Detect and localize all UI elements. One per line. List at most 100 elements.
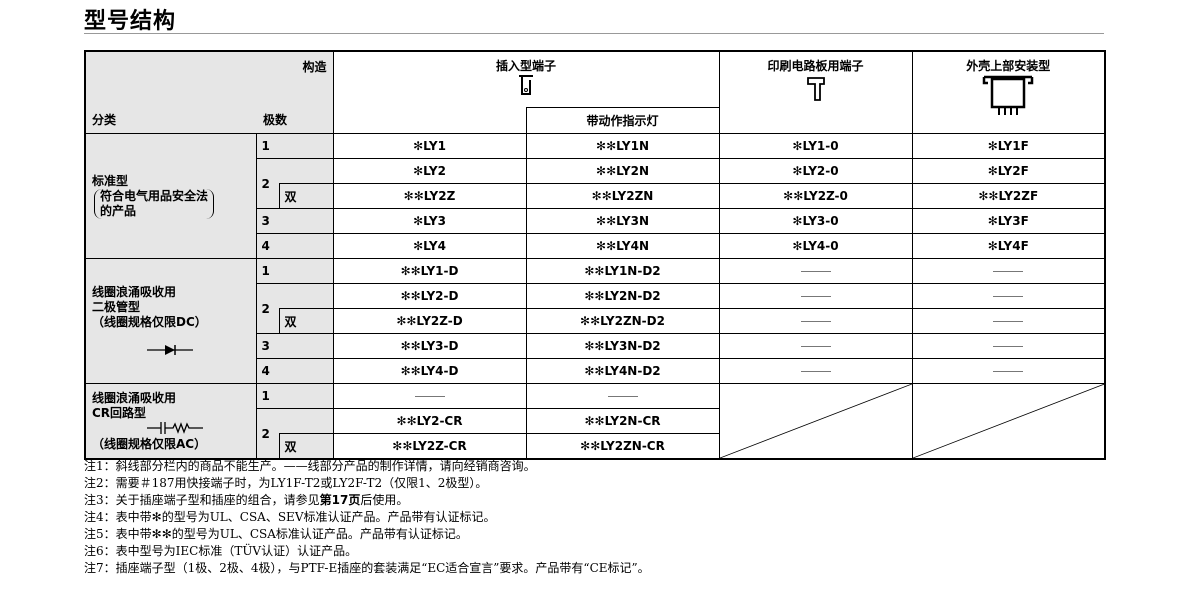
- model-cell: ✻✻LY3N: [525, 208, 720, 234]
- page-title: 型号结构: [84, 9, 177, 34]
- table-row: 4 ✻✻LY4-D ✻✻LY4N-D2: [85, 358, 1106, 384]
- model-cell: ✻✻LY2ZN-CR: [525, 433, 720, 460]
- model-number: ✻✻LY2ZN-CR: [580, 439, 665, 453]
- header-top-mount-label: 外壳上部安装型: [966, 59, 1051, 73]
- model-structure-table: 构造 分类 极数 插入型端子 印刷电路板用端子 外壳上部安装型 带动作指示灯 标…: [84, 50, 1107, 460]
- title-divider: [84, 33, 1104, 34]
- diode-icon: [92, 344, 256, 358]
- pole-sub-cell: 双: [278, 433, 334, 460]
- model-cell: [911, 258, 1106, 284]
- model-number: ✻LY3F: [987, 214, 1029, 228]
- model-number: ✻✻LY3N-D2: [584, 339, 661, 353]
- model-cell: ✻LY3-0: [718, 208, 913, 234]
- model-cell: [718, 308, 913, 334]
- model-cell: ✻LY1: [332, 133, 527, 159]
- model-cell: ✻✻LY2ZN-D2: [525, 308, 720, 334]
- model-cell: ✻✻LY1N-D2: [525, 258, 720, 284]
- model-cell: ✻✻LY2ZF: [911, 183, 1106, 209]
- category-name: 线圈浪涌吸收用: [92, 390, 177, 405]
- category-subtitle: 符合电气用品安全法 的产品: [94, 188, 215, 219]
- model-number: ✻✻LY2ZN-D2: [580, 314, 665, 328]
- dash-placeholder: [800, 271, 831, 272]
- model-number: ✻LY2-0: [792, 164, 839, 178]
- model-cell: ✻✻LY2N-CR: [525, 408, 720, 434]
- category-name: 标准型: [92, 173, 129, 188]
- model-cell: [718, 358, 913, 384]
- model-number: ✻LY1-0: [792, 139, 839, 153]
- pole-cell: 1: [255, 258, 334, 284]
- header-plugin-blank: [332, 107, 527, 134]
- model-number: ✻✻LY1N: [596, 139, 649, 153]
- model-number: ✻✻LY2Z-D: [396, 314, 463, 328]
- dash-placeholder: [800, 371, 831, 372]
- model-number: ✻✻LY2-CR: [396, 414, 463, 428]
- model-cell: [911, 283, 1106, 309]
- pole-cell: 2: [255, 408, 279, 460]
- notes: 注1：斜线部分栏内的商品不能生产。——线部分产品的制作详情，请向经销商咨询。 注2…: [84, 458, 650, 577]
- pole-sub-blank: [279, 408, 334, 434]
- cr-circuit-icon: [92, 421, 256, 437]
- header-indicator: 带动作指示灯: [525, 107, 720, 134]
- model-cell: ✻✻LY3-D: [332, 333, 527, 359]
- model-cell: ✻✻LY2-D: [332, 283, 527, 309]
- model-cell: ✻LY3: [332, 208, 527, 234]
- model-number: ✻✻LY2N-D2: [584, 289, 661, 303]
- category-cell: 标准型 符合电气用品安全法 的产品: [84, 133, 257, 259]
- note-line: 注7：插座端子型（1极、2极、4极），与PTF-E插座的套装满足“EC适合宣言”…: [84, 561, 650, 575]
- pole-cell: 3: [255, 208, 334, 234]
- model-number: ✻LY2: [413, 164, 446, 178]
- dash-placeholder: [800, 346, 831, 347]
- model-number: ✻✻LY1N-D2: [584, 264, 661, 278]
- model-number: ✻✻LY4N: [596, 239, 649, 253]
- model-cell: ✻LY1F: [911, 133, 1106, 159]
- note-line: 注6：表中型号为IEC标准（TÜV认证）认证产品。: [84, 544, 358, 558]
- note-line: 注2：需要＃187用快接端子时，为LY1F-T2或LY2F-T2（仅限1、2极型…: [84, 476, 488, 490]
- model-cell: ✻✻LY2Z-D: [332, 308, 527, 334]
- unavailable-hatched-cell: [911, 383, 1106, 460]
- top-mount-case-icon: [983, 75, 1034, 115]
- pole-sub-cell: 双: [278, 308, 334, 334]
- model-cell: ✻✻LY4-D: [332, 358, 527, 384]
- pole-cell: 1: [255, 133, 334, 159]
- table-row: 4 ✻LY4 ✻✻LY4N ✻LY4-0 ✻LY4F: [85, 233, 1106, 259]
- category-type: 二极管型: [92, 299, 141, 314]
- model-cell: ✻✻LY4N-D2: [525, 358, 720, 384]
- plugin-terminal-icon: [519, 75, 533, 95]
- pole-sub-cell: 双: [278, 183, 334, 209]
- model-number: ✻✻LY3N: [596, 214, 649, 228]
- model-number: ✻LY1: [413, 139, 446, 153]
- page-reference: 第17页: [319, 493, 361, 507]
- model-number: ✻✻LY4-D: [400, 364, 459, 378]
- pole-sub-blank: [279, 283, 334, 309]
- model-number: ✻LY3-0: [792, 214, 839, 228]
- model-cell: ✻✻LY1N: [525, 133, 720, 159]
- model-cell: ✻✻LY2Z-0: [718, 183, 913, 209]
- dash-placeholder: [800, 321, 831, 322]
- model-number: ✻✻LY4N-D2: [584, 364, 661, 378]
- model-cell: [718, 333, 913, 359]
- category-cell: 线圈浪涌吸收用 CR回路型 （线圈规格仅限AC）: [84, 383, 257, 460]
- model-cell: ✻LY2: [332, 158, 527, 184]
- model-cell: [911, 358, 1106, 384]
- header-plugin: 插入型端子: [332, 50, 720, 108]
- note-line: 注5：表中带✻✻的型号为UL、CSA标准认证产品。产品带有认证标记。: [84, 527, 468, 541]
- model-cell: ✻✻LY3N-D2: [525, 333, 720, 359]
- pole-cell: 4: [255, 233, 334, 259]
- model-cell: [718, 283, 913, 309]
- table-row: 线圈浪涌吸收用 二极管型 （线圈规格仅限DC） 1 ✻✻LY1-D ✻✻LY1N-D2: [84, 258, 1106, 384]
- pole-cell: 2: [255, 283, 279, 334]
- model-cell: ✻LY3F: [911, 208, 1106, 234]
- pole-cell: 1: [255, 383, 334, 409]
- model-number: ✻✻LY3-D: [400, 339, 459, 353]
- note-text: 注3：关于插座端子型和插座的组合，请参见: [84, 493, 320, 507]
- note-line: 注3：关于插座端子型和插座的组合，请参见第17页后使用。: [84, 492, 650, 509]
- model-cell: [911, 333, 1106, 359]
- header-pcb: 印刷电路板用端子: [718, 50, 913, 134]
- table-row: 2 ✻✻LY2-D ✻✻LY2N-D2: [85, 283, 1106, 334]
- dash-placeholder: [800, 296, 831, 297]
- category-type: CR回路型: [92, 405, 147, 420]
- category-name: 线圈浪涌吸收用: [92, 284, 177, 299]
- note-line: 注4：表中带✻的型号为UL、CSA、SEV标准认证产品。产品带有认证标记。: [84, 510, 496, 524]
- dash-placeholder: [993, 296, 1024, 297]
- model-cell: ✻✻LY2N: [525, 158, 720, 184]
